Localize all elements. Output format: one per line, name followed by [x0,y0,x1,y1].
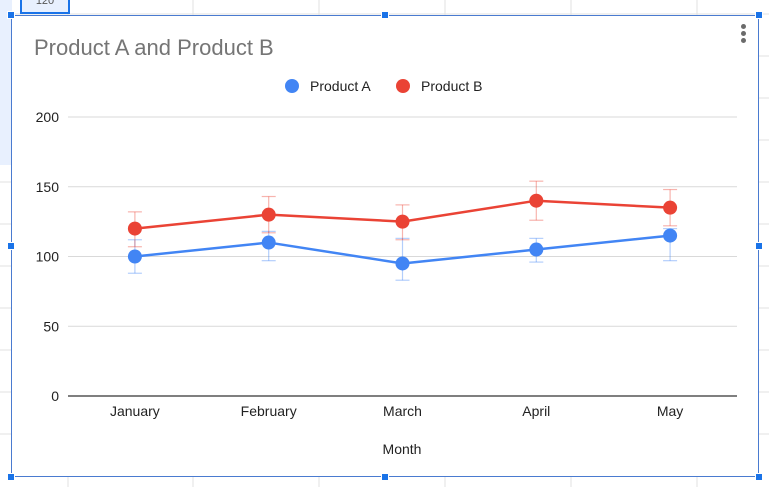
legend-label[interactable]: Product A [310,78,371,94]
data-point[interactable] [663,200,678,215]
x-tick-label: February [241,403,297,419]
resize-handle-left[interactable] [7,242,15,250]
x-tick-label: January [110,403,160,419]
x-tick-label: March [383,403,422,419]
resize-handle-top[interactable] [381,11,389,19]
legend-marker [285,79,299,93]
resize-handle-top-right[interactable] [755,11,763,19]
y-tick-label: 200 [36,109,60,125]
chart-container[interactable] [11,15,759,477]
x-axis-title: Month [383,441,422,457]
data-point[interactable] [663,228,678,243]
legend-label[interactable]: Product B [421,78,482,94]
y-tick-label: 0 [51,388,59,404]
x-tick-label: May [657,403,683,419]
resize-handle-right[interactable] [755,242,763,250]
legend-marker [396,79,410,93]
y-tick-label: 100 [36,249,60,265]
cell-partial-value[interactable]: 120 [20,0,70,14]
resize-handle-bottom-right[interactable] [755,473,763,481]
chart-title[interactable]: Product A and Product B [34,35,274,60]
y-tick-label: 50 [43,318,59,334]
y-tick-label: 150 [36,179,60,195]
data-point[interactable] [529,242,544,257]
resize-handle-bottom-left[interactable] [7,473,15,481]
x-tick-label: April [522,403,550,419]
more-options-icon[interactable] [736,24,750,48]
resize-handle-top-left[interactable] [7,11,15,19]
data-point[interactable] [395,256,410,271]
data-point[interactable] [127,221,142,236]
resize-handle-bottom[interactable] [381,473,389,481]
data-point[interactable] [261,207,276,222]
selected-row-band [0,0,12,165]
data-point[interactable] [127,249,142,264]
data-point[interactable] [395,214,410,229]
data-point[interactable] [529,193,544,208]
data-point[interactable] [261,235,276,250]
